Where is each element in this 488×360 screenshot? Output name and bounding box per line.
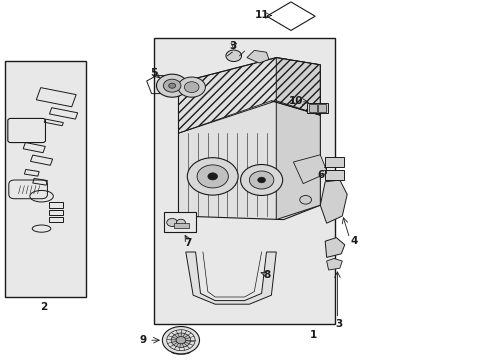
- Text: 4: 4: [349, 236, 357, 246]
- Polygon shape: [326, 258, 342, 270]
- Bar: [306, 103, 327, 113]
- Bar: [163, 212, 195, 232]
- Text: 5: 5: [150, 68, 157, 78]
- Text: 10: 10: [288, 96, 303, 106]
- Circle shape: [163, 79, 181, 92]
- Circle shape: [168, 83, 175, 88]
- Circle shape: [176, 337, 185, 344]
- Text: 6: 6: [316, 170, 324, 180]
- Polygon shape: [178, 58, 320, 220]
- Text: 11: 11: [254, 10, 268, 20]
- Circle shape: [171, 333, 190, 347]
- Circle shape: [197, 165, 228, 188]
- Text: 3: 3: [229, 41, 236, 51]
- Bar: [5, 61, 85, 297]
- Text: 8: 8: [263, 270, 269, 280]
- Circle shape: [299, 195, 311, 204]
- Polygon shape: [246, 50, 268, 63]
- Text: 1: 1: [309, 330, 316, 340]
- Circle shape: [187, 158, 238, 195]
- Circle shape: [257, 177, 265, 183]
- Circle shape: [240, 165, 282, 195]
- Text: 2: 2: [41, 302, 47, 312]
- Circle shape: [184, 82, 199, 93]
- Polygon shape: [276, 58, 320, 220]
- Bar: [308, 104, 316, 112]
- Polygon shape: [320, 180, 346, 223]
- Text: 7: 7: [184, 238, 192, 248]
- Circle shape: [176, 219, 185, 226]
- Bar: [325, 170, 343, 180]
- Circle shape: [162, 327, 199, 354]
- Polygon shape: [293, 155, 327, 184]
- Circle shape: [249, 171, 273, 189]
- Polygon shape: [185, 252, 276, 304]
- Text: 9: 9: [139, 335, 146, 345]
- Text: 3: 3: [334, 319, 342, 329]
- Circle shape: [207, 173, 217, 180]
- Bar: [154, 38, 334, 324]
- Circle shape: [166, 219, 177, 226]
- Bar: [173, 223, 189, 228]
- Ellipse shape: [171, 350, 190, 354]
- Circle shape: [156, 74, 187, 97]
- Bar: [318, 104, 325, 112]
- Circle shape: [178, 77, 205, 97]
- Circle shape: [225, 50, 241, 62]
- Polygon shape: [325, 238, 344, 257]
- Bar: [325, 157, 343, 167]
